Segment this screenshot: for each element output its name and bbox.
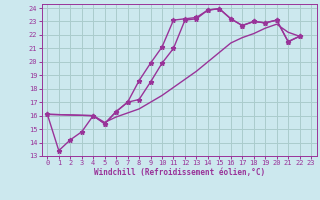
- X-axis label: Windchill (Refroidissement éolien,°C): Windchill (Refroidissement éolien,°C): [94, 168, 265, 177]
